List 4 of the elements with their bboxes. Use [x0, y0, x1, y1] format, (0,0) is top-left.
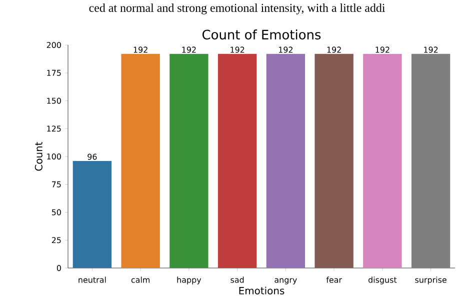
chart-title: Count of Emotions [202, 29, 321, 40]
text: ced at normal and strong emotional intensity, with a little addi [89, 4, 386, 14]
y-axis-title: Count [34, 142, 42, 171]
x-axis-title: Emotions [239, 286, 284, 294]
